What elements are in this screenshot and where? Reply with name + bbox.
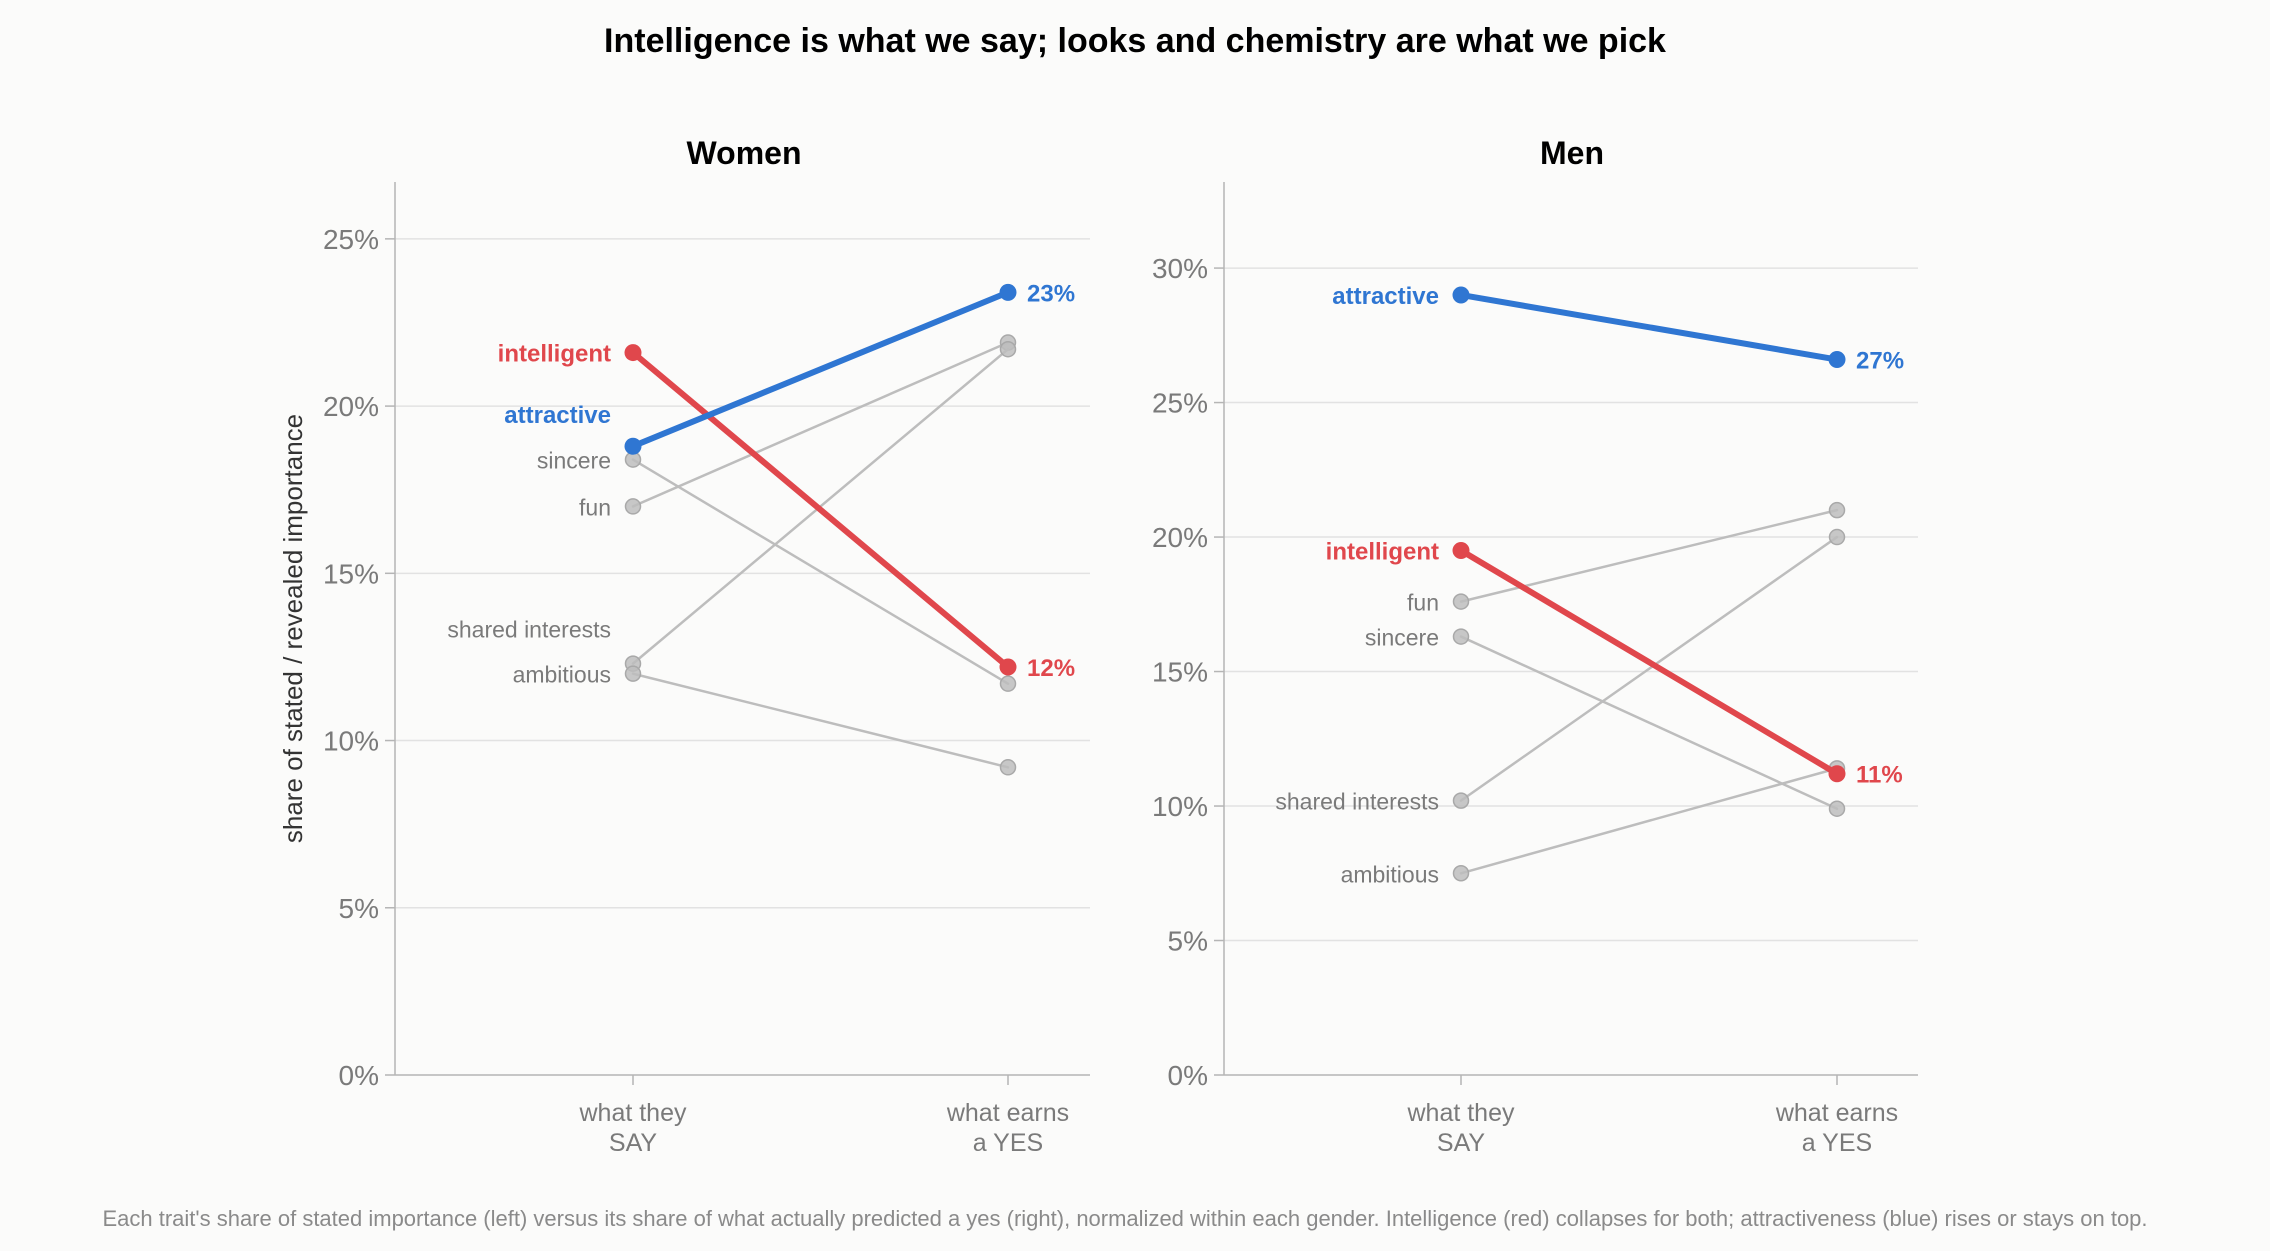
end-value-label: 12% — [1027, 655, 1075, 682]
x-tick-label: what earns a YES — [1775, 1099, 1898, 1157]
y-tick-label: 20% — [323, 391, 379, 422]
series-line — [1459, 508, 1839, 603]
series-line — [1458, 291, 1840, 363]
y-tick-label: 25% — [323, 224, 379, 255]
series-name-label: sincere — [1365, 625, 1439, 651]
end-value-label: 27% — [1856, 348, 1904, 375]
y-tick-label: 5% — [339, 893, 379, 924]
series-line — [631, 341, 1010, 508]
panel-title: Women — [687, 135, 802, 171]
data-point — [1828, 528, 1846, 546]
series-attractive: attractive 27% — [1332, 283, 1904, 375]
data-point — [1452, 865, 1470, 882]
end-value-label: 23% — [1027, 280, 1075, 307]
data-point — [999, 759, 1017, 776]
panel-women: Women 0% 5% 10% 15% 20% 25% what they SAY what ea… — [278, 135, 1090, 1157]
series-line — [1459, 635, 1839, 810]
data-point — [999, 658, 1017, 676]
series-ambitious: ambitious — [513, 662, 1017, 776]
y-axis-label: share of stated / revealed importance — [278, 414, 308, 843]
data-point — [1452, 593, 1470, 610]
series-name-label: fun — [579, 494, 611, 520]
series-name-label: attractive — [1332, 283, 1439, 310]
series-sincere: sincere — [537, 448, 1017, 692]
y-tick-label: 25% — [1152, 388, 1208, 419]
y-tick-label: 20% — [1152, 522, 1208, 553]
series-shared-interests: shared interests — [447, 340, 1017, 672]
data-point — [1452, 286, 1470, 304]
y-tick-label: 30% — [1152, 253, 1208, 284]
y-tick-label: 15% — [1152, 657, 1208, 688]
series-line — [1459, 767, 1839, 875]
series-line — [1459, 535, 1839, 802]
series-sincere: sincere — [1365, 625, 1846, 817]
series-line — [630, 349, 1011, 670]
data-point — [1452, 541, 1470, 559]
series-name-label: intelligent — [1326, 538, 1439, 565]
series-line — [631, 458, 1010, 685]
series-name-label: sincere — [537, 448, 611, 474]
series-name-label: intelligent — [498, 341, 611, 368]
y-tick-label: 10% — [323, 726, 379, 757]
series-ambitious: ambitious — [1341, 760, 1846, 887]
data-point — [999, 283, 1017, 301]
series-line — [1458, 547, 1840, 777]
data-point — [624, 437, 642, 455]
series-shared-interests: shared interests — [1275, 528, 1846, 815]
chart-caption: Each trait's share of stated importance … — [102, 1206, 2147, 1231]
data-point — [1828, 351, 1846, 369]
data-point — [1452, 628, 1470, 645]
series-name-label: shared interests — [1275, 789, 1439, 815]
chart-title: Intelligence is what we say; looks and c… — [604, 22, 1666, 60]
series-name-label: attractive — [504, 402, 611, 429]
data-point — [1828, 765, 1846, 783]
series-intelligent: intelligent 12% — [498, 341, 1075, 682]
series-intelligent: intelligent 11% — [1326, 538, 1903, 788]
series-attractive: attractive 23% — [504, 280, 1075, 455]
data-point — [624, 344, 642, 362]
data-point — [1452, 792, 1470, 809]
y-tick-label: 10% — [1152, 791, 1208, 822]
end-value-label: 11% — [1856, 762, 1903, 789]
data-point — [1828, 501, 1846, 519]
data-point — [624, 665, 642, 682]
data-point — [1828, 800, 1846, 817]
series-line — [631, 672, 1010, 769]
chart-panels: Women 0% 5% 10% 15% 20% 25% what they SAY what ea… — [278, 135, 1918, 1157]
data-point — [624, 498, 642, 515]
y-tick-label: 5% — [1168, 926, 1208, 957]
series-line — [630, 289, 1011, 450]
x-tick-label: what they SAY — [1406, 1099, 1515, 1157]
y-tick-label: 15% — [323, 558, 379, 589]
data-point — [999, 675, 1017, 692]
panel-title: Men — [1540, 135, 1604, 171]
data-point — [999, 340, 1017, 358]
series-name-label: fun — [1407, 590, 1439, 616]
x-tick-label: what earns a YES — [946, 1099, 1069, 1157]
series-name-label: ambitious — [513, 662, 611, 688]
series-name-label: ambitious — [1341, 861, 1439, 887]
series-name-label: shared interests — [447, 617, 611, 643]
y-tick-label: 0% — [1168, 1060, 1208, 1091]
x-tick-label: what they SAY — [578, 1099, 687, 1157]
panel-men: Men 0% 5% 10% 15% 20% 25% 30% what they SAY what e… — [1152, 135, 1918, 1157]
y-tick-label: 0% — [339, 1060, 379, 1091]
